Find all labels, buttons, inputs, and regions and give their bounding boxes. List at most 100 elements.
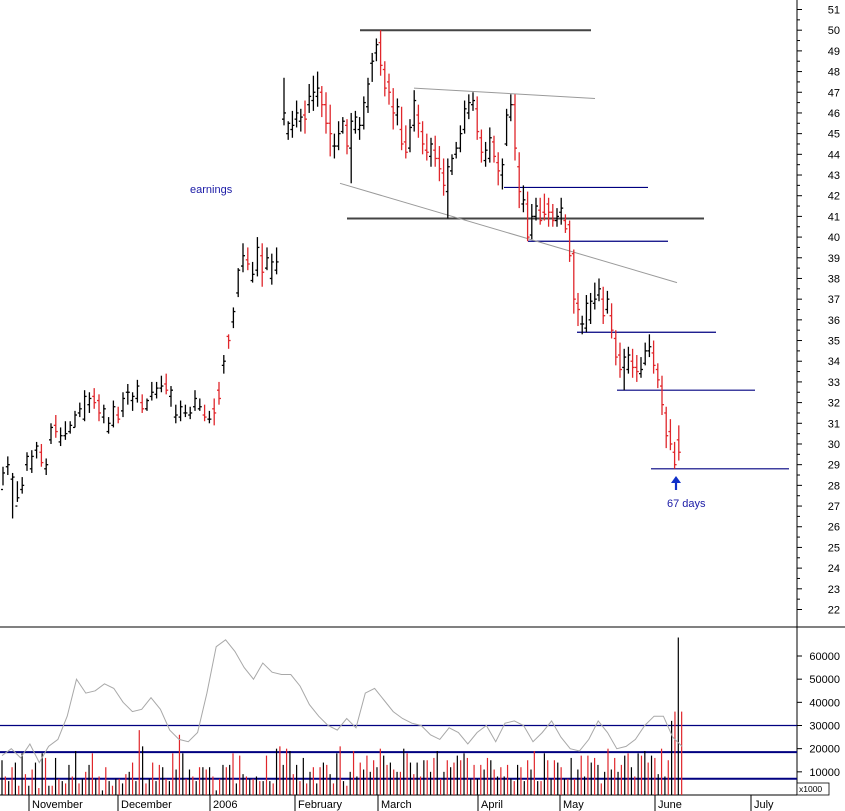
earnings-annotation: earnings xyxy=(190,184,233,196)
trendline xyxy=(339,182,678,284)
price-axis-ticks: 22 23 24 25 26 27 28 29 30 31 32 33 34 35 36 37 38 39 40 41… xyxy=(797,5,840,617)
price-bar xyxy=(630,348,635,378)
price-bar xyxy=(357,117,362,140)
price-bar xyxy=(328,104,333,157)
price-bar xyxy=(250,261,255,283)
month-label: February xyxy=(298,799,343,811)
price-tick-label: 36 xyxy=(828,315,840,327)
price-bar xyxy=(241,243,245,273)
price-bar xyxy=(34,441,39,459)
price-bar xyxy=(458,125,463,153)
price-tick-label: 49 xyxy=(828,46,840,58)
volume-multiplier-box xyxy=(796,782,830,796)
price-bar xyxy=(336,121,341,151)
price-bar xyxy=(5,456,10,476)
price-bar xyxy=(592,282,597,310)
price-bar xyxy=(269,253,274,285)
price-tick-label: 23 xyxy=(828,584,840,596)
price-tick-label: 30 xyxy=(828,439,840,451)
price-bar xyxy=(399,106,404,151)
price-bar xyxy=(193,390,197,411)
price-bar xyxy=(226,334,231,349)
price-bar xyxy=(542,193,547,221)
price-bar xyxy=(221,355,226,374)
price-bar xyxy=(106,417,111,434)
price-bar xyxy=(420,121,425,155)
price-bar xyxy=(571,249,576,314)
price-bar xyxy=(366,77,370,113)
price-bar xyxy=(202,404,207,422)
price-bar xyxy=(92,388,97,409)
price-tick-label: 47 xyxy=(828,87,840,99)
price-tick-label: 50 xyxy=(828,25,840,37)
price-bar xyxy=(370,52,375,82)
price-bar xyxy=(437,146,442,182)
price-bar xyxy=(265,247,269,271)
price-bar xyxy=(236,268,241,298)
price-bar xyxy=(529,203,534,240)
price-bar xyxy=(576,292,580,327)
price-bar xyxy=(462,100,467,134)
price-bar xyxy=(82,390,87,422)
price-bar xyxy=(416,104,421,138)
price-bar xyxy=(10,472,15,519)
month-axis: November December 2006 February March April Ma… xyxy=(28,795,774,811)
price-tick-label: 28 xyxy=(828,480,840,492)
price-tick-label: 39 xyxy=(828,253,840,265)
price-bar xyxy=(584,295,589,333)
price-bar xyxy=(154,381,159,399)
price-bar xyxy=(303,100,307,134)
volume-tick-label: 60000 xyxy=(809,651,840,663)
price-bar xyxy=(286,121,291,140)
price-bar xyxy=(424,133,429,161)
price-tick-label: 31 xyxy=(828,418,840,430)
price-bar xyxy=(643,342,648,366)
price-bars xyxy=(1,30,681,519)
price-bar xyxy=(68,421,73,434)
price-bar xyxy=(315,71,320,107)
volume-tick-label: 50000 xyxy=(809,674,840,686)
price-bar xyxy=(450,154,454,176)
price-bar xyxy=(39,443,44,467)
days-annotation: 67 days xyxy=(667,498,706,510)
price-tick-label: 40 xyxy=(828,232,840,244)
price-bar xyxy=(20,477,25,494)
price-bar xyxy=(135,379,140,403)
price-bar xyxy=(121,392,125,418)
price-bar xyxy=(534,197,538,221)
volume-axis-ticks: 10000 20000 30000 40000 50000 60000 xyxy=(797,651,840,779)
price-bar xyxy=(1,466,5,491)
price-bar xyxy=(403,125,408,159)
price-bar xyxy=(25,452,29,471)
price-bar xyxy=(672,441,677,469)
price-bar xyxy=(567,220,572,262)
price-bar xyxy=(487,127,492,163)
price-bar xyxy=(504,108,509,147)
price-bar xyxy=(97,394,101,422)
price-bar xyxy=(601,286,606,324)
price-bar xyxy=(668,419,673,451)
month-label: December xyxy=(121,799,172,811)
price-bar xyxy=(433,135,438,167)
price-bar xyxy=(378,30,383,76)
price-bar xyxy=(340,117,345,134)
price-bar xyxy=(231,307,236,329)
price-tick-label: 37 xyxy=(828,294,840,306)
price-bar xyxy=(555,208,559,227)
price-bar xyxy=(298,108,303,132)
month-label: November xyxy=(32,799,83,811)
price-bar xyxy=(651,340,656,374)
price-bar xyxy=(349,112,354,184)
trendlines xyxy=(339,87,678,284)
price-bar xyxy=(130,392,135,411)
price-bar xyxy=(87,392,92,413)
price-bar xyxy=(58,427,63,447)
price-bar xyxy=(441,158,446,196)
price-bar xyxy=(546,197,551,227)
price-bar xyxy=(164,373,169,395)
price-bar xyxy=(655,363,660,389)
price-tick-label: 35 xyxy=(828,336,840,348)
price-bar xyxy=(125,383,130,405)
price-tick-label: 24 xyxy=(828,563,840,575)
price-tick-label: 22 xyxy=(828,605,840,617)
